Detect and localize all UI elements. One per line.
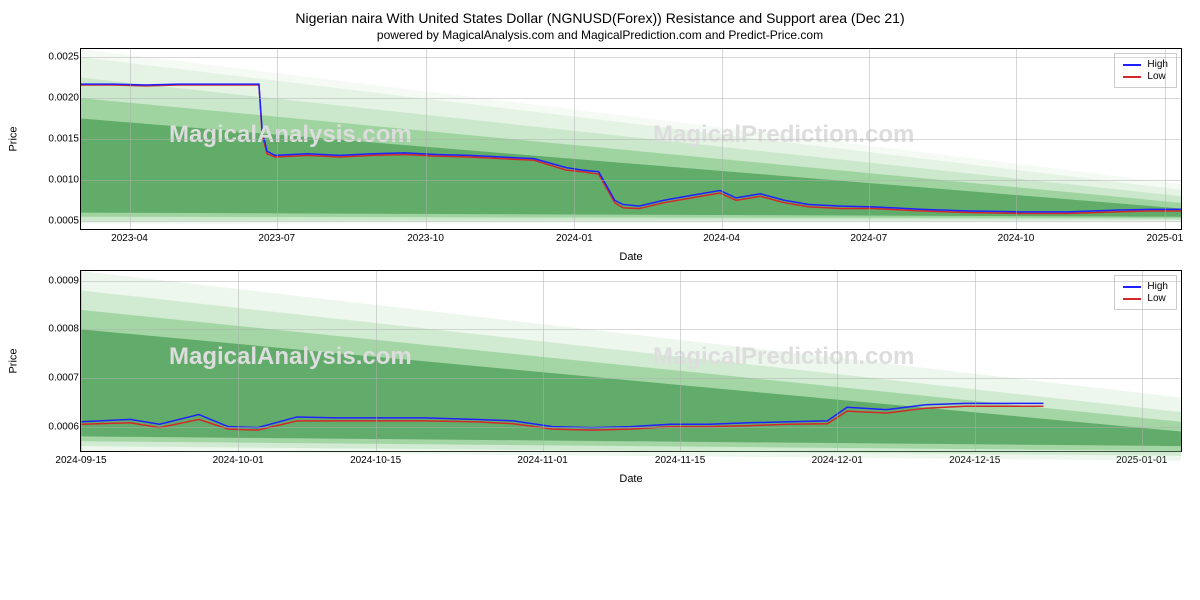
x-tick-label: 2024-07 bbox=[850, 233, 887, 244]
x-tick-label: 2023-07 bbox=[258, 233, 295, 244]
x-tick-label: 2024-04 bbox=[703, 233, 740, 244]
y-tick-label: 0.0025 bbox=[23, 52, 79, 63]
panel-b: Price Date 0.00060.00070.00080.0009 2024… bbox=[80, 270, 1182, 452]
legend-label-low: Low bbox=[1147, 71, 1165, 82]
y-tick-label: 0.0005 bbox=[23, 215, 79, 226]
x-tick-label: 2024-10-01 bbox=[213, 455, 264, 466]
panel-a-xaxis: 2023-04 2023-07 2023-10 2024-01 2024-04 2024-… bbox=[81, 233, 1181, 247]
y-tick-label: 0.0015 bbox=[23, 134, 79, 145]
legend-row-low: Low bbox=[1123, 71, 1168, 82]
x-tick-label: 2024-01 bbox=[556, 233, 593, 244]
legend-swatch-high-b bbox=[1123, 286, 1141, 288]
legend-row-high-b: High bbox=[1123, 281, 1168, 292]
x-tick-label: 2023-10 bbox=[407, 233, 444, 244]
legend-swatch-low bbox=[1123, 76, 1141, 78]
chart-title: Nigerian naira With United States Dollar… bbox=[10, 10, 1190, 26]
legend-label-high-b: High bbox=[1147, 281, 1168, 292]
y-tick-label: 0.0009 bbox=[23, 275, 79, 286]
legend-swatch-low-b bbox=[1123, 298, 1141, 300]
y-tick-label: 0.0008 bbox=[23, 324, 79, 335]
x-tick-label: 2024-11-01 bbox=[517, 455, 567, 466]
x-tick-label: 2024-11-15 bbox=[655, 455, 705, 466]
panel-a: Price Date 0.00050.00100.00150.00200.002… bbox=[80, 48, 1182, 230]
y-tick-label: 0.0006 bbox=[23, 421, 79, 432]
chart-subtitle: powered by MagicalAnalysis.com and Magic… bbox=[10, 28, 1190, 42]
panel-a-legend: High Low bbox=[1114, 53, 1177, 88]
x-tick-label: 2023-04 bbox=[111, 233, 148, 244]
y-tick-label: 0.0010 bbox=[23, 174, 79, 185]
y-tick-label: 0.0020 bbox=[23, 93, 79, 104]
panel-a-yaxis: 0.0005 0.0010 0.0015 0.0020 0.0025 bbox=[23, 49, 79, 229]
legend-swatch-high bbox=[1123, 64, 1141, 66]
panel-a-xlabel: Date bbox=[619, 251, 642, 263]
y-tick-label: 0.0007 bbox=[23, 373, 79, 384]
panel-a-ylabel: Price bbox=[8, 126, 20, 151]
x-tick-label: 2025-01 bbox=[1146, 233, 1183, 244]
panel-b-wrap: Price Date 0.00060.00070.00080.0009 2024… bbox=[80, 270, 1180, 452]
panel-b-plot bbox=[81, 271, 1181, 451]
panel-b-xlabel: Date bbox=[619, 473, 642, 485]
chart-container: Nigerian naira With United States Dollar… bbox=[10, 10, 1190, 452]
panel-b-ylabel: Price bbox=[8, 348, 20, 373]
panel-b-yaxis: 0.0006 0.0007 0.0008 0.0009 bbox=[23, 271, 79, 451]
x-tick-label: 2024-10 bbox=[998, 233, 1035, 244]
x-tick-label: 2024-09-15 bbox=[55, 455, 106, 466]
legend-row-low-b: Low bbox=[1123, 293, 1168, 304]
x-tick-label: 2024-10-15 bbox=[350, 455, 401, 466]
legend-row-high: High bbox=[1123, 59, 1168, 70]
panel-a-wrap: Price Date 0.00050.00100.00150.00200.002… bbox=[80, 48, 1180, 230]
legend-label-low-b: Low bbox=[1147, 293, 1165, 304]
